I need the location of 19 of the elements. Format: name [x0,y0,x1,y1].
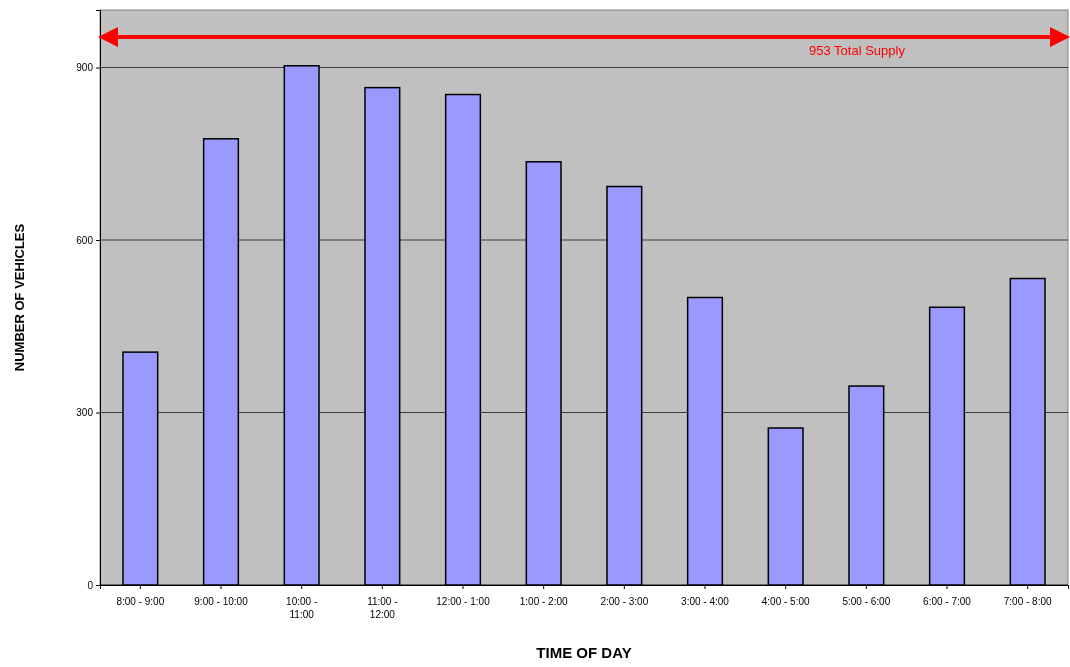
x-tick-label: 7:00 - 8:00 [1003,596,1053,607]
x-tick-label: 10:00 - 11:00 [286,596,318,620]
x-tick-label: 4:00 - 5:00 [761,596,811,607]
x-axis-title: TIME OF DAY [536,644,632,661]
x-tick-label: 12:00 - 1:00 [436,596,491,607]
x-tick-label: 11:00 - 12:00 [367,596,398,620]
x-tick-label: 6:00 - 7:00 [923,596,972,607]
y-tick-label: 300 [76,407,94,419]
x-tick-label: 3:00 - 4:00 [681,596,730,607]
x-tick-label: 5:00 - 6:00 [842,596,891,607]
y-tick-label: 900 [76,62,94,74]
ref-line-label: 953 Total Supply [809,43,906,59]
y-tick-label: 0 [87,579,94,591]
x-tick-label: 8:00 - 9:00 [116,596,165,607]
x-tick-label: 9:00 - 10:00 [194,596,249,607]
y-axis-title: NUMBER OF VEHICLES [12,223,27,372]
x-tick-label: 1:00 - 2:00 [519,596,569,607]
y-tick-label: 600 [76,234,94,246]
x-tick-label: 2:00 - 3:00 [600,596,649,607]
